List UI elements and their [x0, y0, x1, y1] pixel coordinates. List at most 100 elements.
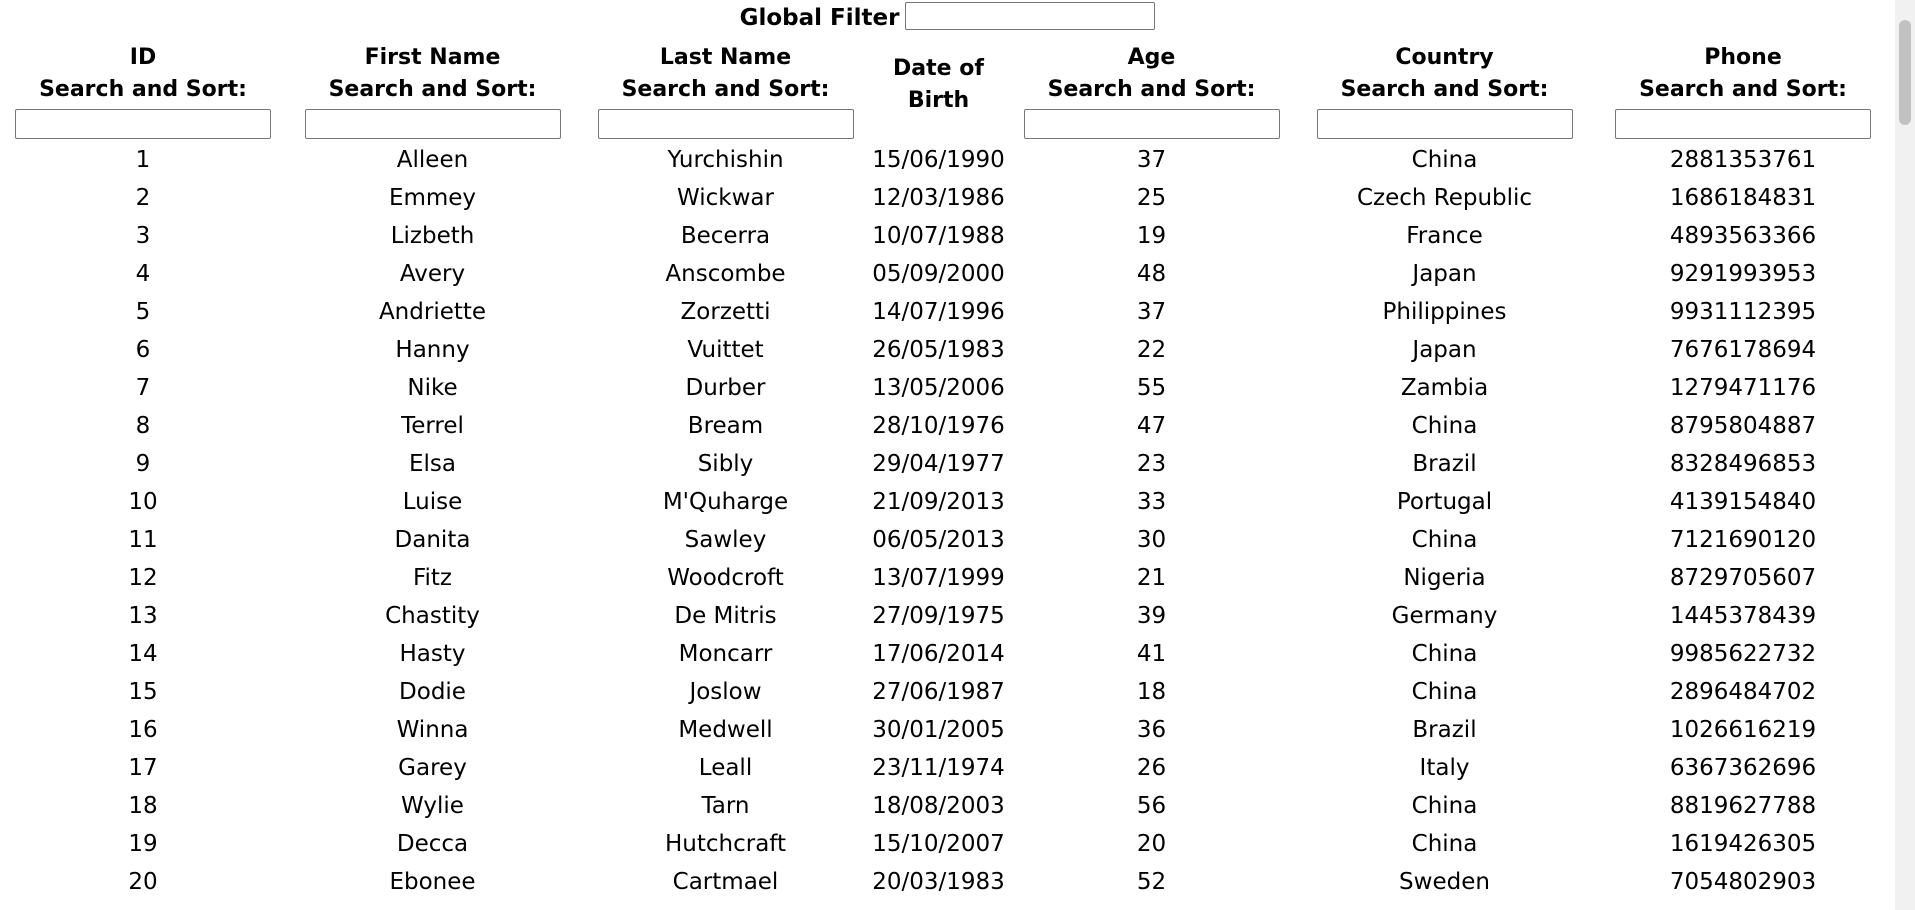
cell-date-of-birth: 20/03/1983 — [872, 869, 1005, 895]
phone-search-input[interactable] — [1615, 109, 1871, 139]
table-row: 1 Alleen Yurchishin 15/06/1990 37 China 288135… — [0, 141, 1895, 179]
cell-last-name: Woodcroft — [667, 565, 784, 591]
cell-id: 2 — [135, 185, 151, 211]
cell-phone: 8328496853 — [1669, 451, 1817, 477]
cell-phone: 2896484702 — [1669, 679, 1817, 705]
cell-date-of-birth: 17/06/2014 — [872, 641, 1005, 667]
cell-id: 5 — [135, 299, 151, 325]
cell-first-name: Andriette — [378, 299, 487, 325]
cell-age: 47 — [1136, 413, 1167, 439]
cell-date-of-birth: 18/08/2003 — [872, 793, 1005, 819]
column-header-id[interactable]: ID Search and Sort: — [0, 40, 286, 141]
column-header-last-name[interactable]: Last Name Search and Sort: — [579, 40, 872, 141]
country-search-input[interactable] — [1316, 109, 1573, 139]
column-title: Date of — [893, 55, 984, 81]
column-header-phone[interactable]: Phone Search and Sort: — [1591, 40, 1895, 141]
cell-last-name: Wickwar — [677, 185, 774, 211]
cell-phone: 7121690120 — [1669, 527, 1817, 553]
cell-id: 10 — [128, 489, 158, 515]
cell-date-of-birth: 28/10/1976 — [872, 413, 1005, 439]
cell-country: China — [1411, 147, 1478, 173]
cell-first-name: Fitz — [412, 565, 453, 591]
cell-phone: 7054802903 — [1669, 869, 1817, 895]
cell-country: Philippines — [1382, 299, 1507, 325]
table-header: ID Search and Sort: First Name Search an… — [0, 40, 1895, 141]
cell-first-name: Luise — [402, 489, 463, 515]
cell-phone: 8795804887 — [1669, 413, 1817, 439]
cell-date-of-birth: 21/09/2013 — [872, 489, 1005, 515]
column-header-date-of-birth[interactable]: Date of Birth — [872, 40, 1005, 141]
cell-last-name: Durber — [685, 375, 766, 401]
age-search-input[interactable] — [1023, 109, 1280, 139]
cell-last-name: Vuittet — [687, 337, 764, 363]
column-subtitle: Search and Sort: — [1340, 77, 1549, 102]
cell-phone: 1026616219 — [1669, 717, 1817, 743]
cell-first-name: Hanny — [395, 337, 470, 363]
global-filter-label: Global Filter — [739, 5, 900, 31]
column-title: Last Name — [659, 45, 792, 70]
cell-age: 22 — [1136, 337, 1167, 363]
cell-id: 14 — [128, 641, 158, 667]
vertical-scrollbar[interactable] — [1895, 0, 1915, 910]
cell-id: 3 — [135, 223, 151, 249]
cell-id: 8 — [135, 413, 151, 439]
cell-first-name: Decca — [396, 831, 469, 857]
cell-id: 9 — [135, 451, 151, 477]
cell-country: Sweden — [1399, 869, 1490, 895]
cell-phone: 2881353761 — [1669, 147, 1817, 173]
column-subtitle: Search and Sort: — [328, 77, 537, 102]
column-title: First Name — [364, 45, 501, 70]
cell-age: 48 — [1136, 261, 1167, 287]
cell-country: Portugal — [1396, 489, 1493, 515]
cell-last-name: Sibly — [697, 451, 754, 477]
column-header-country[interactable]: Country Search and Sort: — [1298, 40, 1591, 141]
first-name-search-input[interactable] — [304, 109, 561, 139]
cell-country: Brazil — [1412, 451, 1477, 477]
column-header-first-name[interactable]: First Name Search and Sort: — [286, 40, 579, 141]
cell-phone: 1619426305 — [1669, 831, 1817, 857]
cell-phone: 9985622732 — [1669, 641, 1817, 667]
last-name-search-input[interactable] — [597, 109, 854, 139]
table-row: 20 Ebonee Cartmael 20/03/1983 52 Sweden 705480… — [0, 863, 1895, 901]
column-header-age[interactable]: Age Search and Sort: — [1005, 40, 1298, 141]
table-row: 2 Emmey Wickwar 12/03/1986 25 Czech Republic 1… — [0, 179, 1895, 217]
cell-phone: 4139154840 — [1669, 489, 1817, 515]
cell-id: 13 — [128, 603, 158, 629]
cell-id: 11 — [128, 527, 158, 553]
cell-country: Zambia — [1400, 375, 1489, 401]
cell-first-name: Alleen — [396, 147, 469, 173]
cell-first-name: Garey — [398, 755, 467, 781]
cell-last-name: Cartmael — [672, 869, 779, 895]
cell-last-name: M'Quharge — [662, 489, 789, 515]
cell-last-name: Joslow — [689, 679, 762, 705]
cell-date-of-birth: 10/07/1988 — [872, 223, 1005, 249]
cell-id: 18 — [128, 793, 158, 819]
cell-phone: 6367362696 — [1669, 755, 1817, 781]
cell-id: 16 — [128, 717, 158, 743]
cell-date-of-birth: 26/05/1983 — [872, 337, 1005, 363]
scrollbar-thumb[interactable] — [1899, 20, 1911, 125]
cell-phone: 8819627788 — [1669, 793, 1817, 819]
table-row: 7 Nike Durber 13/05/2006 55 Zambia 1279471176 — [0, 369, 1895, 407]
cell-age: 25 — [1136, 185, 1167, 211]
cell-date-of-birth: 27/06/1987 — [872, 679, 1005, 705]
cell-first-name: Avery — [399, 261, 466, 287]
cell-country: Japan — [1412, 261, 1477, 287]
table-row: 9 Elsa Sibly 29/04/1977 23 Brazil 8328496853 — [0, 445, 1895, 483]
cell-age: 36 — [1136, 717, 1167, 743]
id-search-input[interactable] — [15, 109, 271, 139]
cell-date-of-birth: 27/09/1975 — [872, 603, 1005, 629]
column-title: Age — [1127, 45, 1176, 70]
cell-first-name: Wylie — [401, 793, 464, 819]
cell-age: 30 — [1136, 527, 1167, 553]
global-filter-input[interactable] — [905, 2, 1156, 30]
column-subtitle: Search and Sort: — [39, 77, 247, 102]
cell-age: 20 — [1136, 831, 1167, 857]
column-subtitle: Search and Sort: — [1639, 77, 1847, 102]
cell-age: 39 — [1136, 603, 1167, 629]
cell-phone: 4893563366 — [1669, 223, 1817, 249]
cell-date-of-birth: 14/07/1996 — [872, 299, 1005, 325]
cell-last-name: Bream — [687, 413, 764, 439]
cell-first-name: Danita — [394, 527, 471, 553]
cell-age: 37 — [1136, 147, 1167, 173]
